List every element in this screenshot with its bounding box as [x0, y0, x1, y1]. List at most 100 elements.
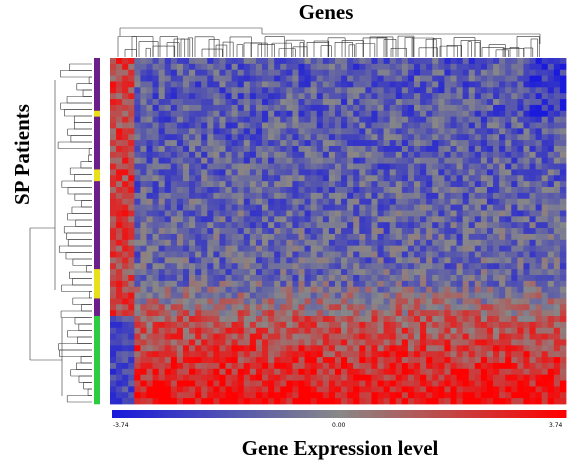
heatmap-cell [219, 386, 226, 393]
heatmap-cell [371, 181, 378, 188]
heatmap-cell [116, 339, 123, 346]
heatmap-cell [493, 345, 500, 352]
heatmap-cell [389, 380, 397, 387]
heatmap-cell [426, 204, 433, 211]
heatmap-cell [201, 392, 208, 399]
heatmap-cell [231, 263, 239, 270]
heatmap-cell [559, 357, 567, 364]
heatmap-cell [553, 362, 561, 370]
heatmap-cell [444, 269, 451, 276]
heatmap-cell [243, 157, 251, 164]
heatmap-cell [316, 192, 324, 200]
colorbar-segment [327, 410, 332, 418]
heatmap-cell [547, 69, 555, 76]
heatmap-cell [347, 81, 354, 88]
heatmap-cell [146, 222, 153, 229]
heatmap-cell [262, 216, 269, 223]
heatmap-cell [158, 210, 166, 217]
heatmap-cell [116, 93, 123, 100]
heatmap-cell [237, 87, 245, 94]
heatmap-cell [189, 398, 196, 405]
heatmap-cell [426, 380, 433, 387]
heatmap-cell [444, 63, 451, 71]
heatmap-cell [462, 321, 470, 329]
heatmap-cell [134, 175, 141, 182]
heatmap-cell [164, 286, 172, 293]
heatmap-cell [255, 351, 263, 358]
heatmap-cell [371, 210, 378, 217]
heatmap-cell [511, 110, 518, 118]
heatmap-cell [493, 151, 500, 159]
heatmap-cell [426, 163, 433, 170]
heatmap-cell [389, 63, 397, 71]
heatmap-cell [237, 198, 245, 206]
heatmap-cell [493, 175, 500, 182]
heatmap-cell [347, 304, 354, 311]
heatmap-cell [182, 187, 190, 194]
heatmap-cell [134, 333, 141, 340]
heatmap-cell [189, 245, 196, 252]
heatmap-cell [189, 128, 196, 135]
heatmap-cell [438, 233, 445, 241]
heatmap-cell [341, 58, 348, 65]
heatmap-cell [486, 157, 494, 164]
heatmap-cell [347, 368, 354, 376]
heatmap-cell [505, 122, 512, 129]
heatmap-cell [438, 192, 445, 200]
heatmap-cell [480, 351, 488, 358]
heatmap-cell [207, 316, 214, 323]
heatmap-cell [213, 292, 220, 299]
heatmap-cell [316, 398, 324, 405]
heatmap-cell [523, 263, 530, 270]
heatmap-cell [553, 181, 561, 188]
heatmap-cell [505, 274, 512, 282]
heatmap-cell [493, 116, 500, 123]
heatmap-cell [158, 198, 166, 206]
heatmap-cell [438, 292, 445, 299]
heatmap-cell [462, 368, 470, 376]
heatmap-cell [414, 386, 421, 393]
heatmap-cell [255, 140, 263, 147]
heatmap-cell [298, 198, 305, 206]
heatmap-cell [353, 269, 360, 276]
heatmap-cell [389, 321, 397, 329]
heatmap-cell [535, 128, 543, 135]
heatmap-cell [414, 140, 421, 147]
heatmap-cell [152, 157, 160, 164]
heatmap-cell [201, 333, 208, 340]
heatmap-cell [268, 181, 275, 188]
heatmap-cell [414, 362, 421, 370]
heatmap-cell [456, 263, 464, 270]
heatmap-cell [468, 357, 476, 364]
heatmap-cell [207, 110, 214, 118]
heatmap-cell [474, 210, 482, 217]
colorbar-segment [255, 410, 261, 418]
heatmap-cell [462, 187, 470, 194]
heatmap-cell [158, 321, 166, 329]
heatmap-cell [225, 298, 232, 305]
heatmap-cell [456, 251, 464, 258]
heatmap-cell [298, 75, 305, 82]
heatmap-cell [553, 93, 561, 100]
heatmap-cell [225, 310, 232, 317]
heatmap-cell [474, 169, 482, 176]
heatmap-cell [480, 398, 488, 405]
heatmap-cell [146, 310, 153, 317]
heatmap-cell [243, 316, 251, 323]
heatmap-cell [207, 181, 214, 188]
heatmap-cell [182, 316, 190, 323]
heatmap-cell [365, 392, 372, 399]
heatmap-cell [414, 274, 421, 282]
heatmap-cell [517, 374, 524, 381]
heatmap-cell [420, 339, 427, 346]
heatmap-cell [511, 122, 518, 129]
heatmap-cell [286, 75, 293, 82]
heatmap-cell [511, 104, 518, 112]
heatmap-cell [371, 274, 378, 282]
heatmap-cell [341, 69, 348, 76]
heatmap-cell [389, 216, 397, 223]
heatmap-cell [292, 81, 299, 88]
heatmap-cell [110, 269, 117, 276]
heatmap-cell [383, 274, 391, 282]
heatmap-cell [298, 339, 305, 346]
